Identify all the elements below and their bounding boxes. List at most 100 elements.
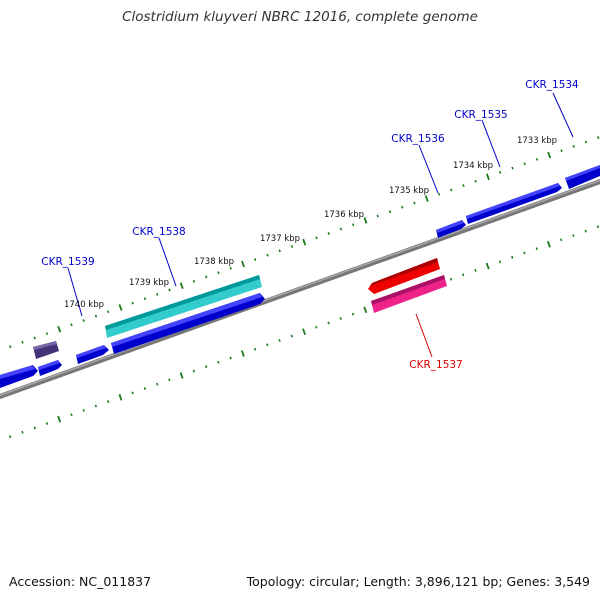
gene-label-ckr-1535[interactable]: CKR_1535 (454, 109, 507, 121)
outer-scale-minor-tick (168, 288, 171, 292)
reverse-strand-features (368, 258, 447, 313)
outer-scale-major-tick (57, 325, 62, 333)
inner-scale-major-tick (179, 372, 184, 379)
inner-scale-minor-tick (462, 273, 465, 277)
outer-scale-minor-tick (217, 271, 220, 275)
inner-scale-minor-tick (560, 238, 563, 242)
inner-scale-minor-tick (9, 435, 12, 439)
inner-scale-major-tick (240, 350, 245, 357)
outer-scale-minor-tick (352, 223, 355, 227)
outer-scale-minor-tick (254, 258, 257, 261)
inner-scale-major-tick (363, 306, 368, 314)
map-title: Clostridium kluyveri NBRC 12016, complet… (122, 9, 478, 25)
inner-scale-minor-tick (45, 422, 49, 425)
outer-scale-major-tick (486, 173, 490, 181)
inner-scale-minor-tick (278, 339, 281, 342)
gene-box-dark-purple[interactable] (33, 341, 59, 359)
outer-scale-minor-tick (278, 249, 281, 253)
inner-scale-minor-tick (596, 225, 600, 229)
gene-arrow-ckr-1534[interactable] (565, 165, 600, 189)
gene-arrow-small-1[interactable] (76, 345, 109, 364)
inner-scale-minor-tick (523, 251, 526, 255)
outer-scale-minor-tick (376, 214, 379, 218)
outer-scale-minor-tick (535, 158, 539, 161)
gene-box-ckr-1538[interactable] (105, 275, 262, 338)
outer-scale-major-tick (241, 260, 245, 268)
genome-backbone-highlight (0, 179, 600, 396)
inner-scale-minor-tick (535, 247, 538, 250)
outer-scale-minor-tick (290, 245, 294, 248)
genome-summary-text: Topology: circular; Length: 3,896,121 bp… (246, 574, 590, 589)
outer-scale-minor-tick (45, 332, 49, 335)
outer-scale-minor-tick (143, 297, 147, 301)
scale-label-1736: 1736 kbp (324, 210, 364, 220)
inner-scale-minor-tick (168, 378, 171, 382)
inner-scale-minor-tick (204, 365, 208, 369)
outer-scale-minor-tick (21, 340, 24, 344)
inner-scale-minor-tick (253, 347, 257, 351)
outer-scale-ticks (9, 136, 600, 349)
outer-scale-minor-tick (339, 227, 343, 231)
gene-arrow-reverse-red[interactable] (368, 258, 440, 294)
scale-labels: 1733 kbp 1734 kbp 1735 kbp 1736 kbp 1737… (64, 136, 557, 310)
gene-arrow-forward-large[interactable] (111, 293, 265, 354)
scale-label-1737: 1737 kbp (260, 234, 300, 244)
inner-scale-major-tick (118, 394, 123, 401)
accession-text: Accession: NC_011837 (9, 574, 152, 589)
outer-scale-minor-tick (229, 266, 232, 270)
inner-scale-minor-tick (339, 317, 342, 320)
gene-label-ckr-1534[interactable]: CKR_1534 (525, 79, 579, 91)
inner-scale-minor-tick (327, 321, 330, 325)
gene-label-ckr-1536[interactable]: CKR_1536 (391, 133, 445, 145)
outer-scale-minor-tick (70, 323, 73, 327)
label-connectors (67, 92, 574, 358)
inner-scale-minor-tick (266, 343, 269, 347)
gene-label-ckr-1538[interactable]: CKR_1538 (132, 226, 185, 238)
outer-scale-minor-tick (572, 144, 575, 148)
gene-arrow-ckr-1536[interactable] (436, 220, 466, 238)
inner-scale-minor-tick (33, 426, 36, 430)
inner-scale-minor-tick (107, 400, 110, 404)
inner-scale-minor-tick (143, 387, 147, 390)
inner-scale-minor-tick (156, 382, 159, 386)
gene-labels: CKR_1534 CKR_1535 CKR_1536 CKR_1537 CKR_… (41, 79, 579, 371)
outer-scale-minor-tick (560, 149, 563, 153)
inner-scale-minor-tick (82, 409, 85, 412)
outer-scale-minor-tick (474, 179, 477, 183)
scale-label-1740: 1740 kbp (64, 300, 104, 310)
gene-arrow-ckr-1535[interactable] (466, 183, 562, 224)
outer-scale-minor-tick (315, 236, 318, 240)
inner-scale-minor-tick (217, 360, 220, 364)
inner-scale-minor-tick (351, 312, 355, 316)
outer-scale-minor-tick (413, 201, 416, 205)
inner-scale-minor-tick (290, 334, 293, 338)
scale-label-1739: 1739 kbp (129, 278, 169, 288)
outer-scale-minor-tick (82, 319, 85, 322)
inner-scale-minor-tick (449, 277, 453, 281)
inner-scale-minor-tick (584, 229, 587, 233)
outer-scale-major-tick (179, 282, 184, 289)
inner-scale-minor-tick (511, 255, 514, 259)
outer-scale-major-tick (363, 217, 368, 224)
outer-scale-minor-tick (33, 336, 36, 340)
outer-scale-minor-tick (597, 136, 600, 140)
outer-scale-minor-tick (584, 140, 588, 144)
outer-scale-minor-tick (156, 293, 159, 296)
outer-scale-minor-tick (523, 162, 526, 166)
inner-scale-major-tick (546, 240, 551, 248)
gene-arrow-left-edge[interactable] (0, 365, 38, 388)
gene-label-ckr-1539[interactable]: CKR_1539 (41, 256, 94, 268)
gene-arrow-ckr-1539[interactable] (38, 360, 62, 376)
outer-scale-minor-tick (327, 232, 330, 235)
gene-box-ckr-1537[interactable] (371, 275, 447, 313)
inner-scale-major-tick (302, 328, 306, 335)
inner-scale-minor-tick (70, 413, 73, 417)
outer-scale-major-tick (547, 151, 552, 159)
inner-scale-minor-tick (498, 260, 502, 264)
outer-scale-minor-tick (192, 279, 196, 283)
gene-label-ckr-1537[interactable]: CKR_1537 (409, 359, 462, 371)
outer-scale-minor-tick (437, 192, 441, 196)
inner-scale-minor-tick (572, 234, 575, 237)
outer-scale-minor-tick (401, 205, 404, 209)
